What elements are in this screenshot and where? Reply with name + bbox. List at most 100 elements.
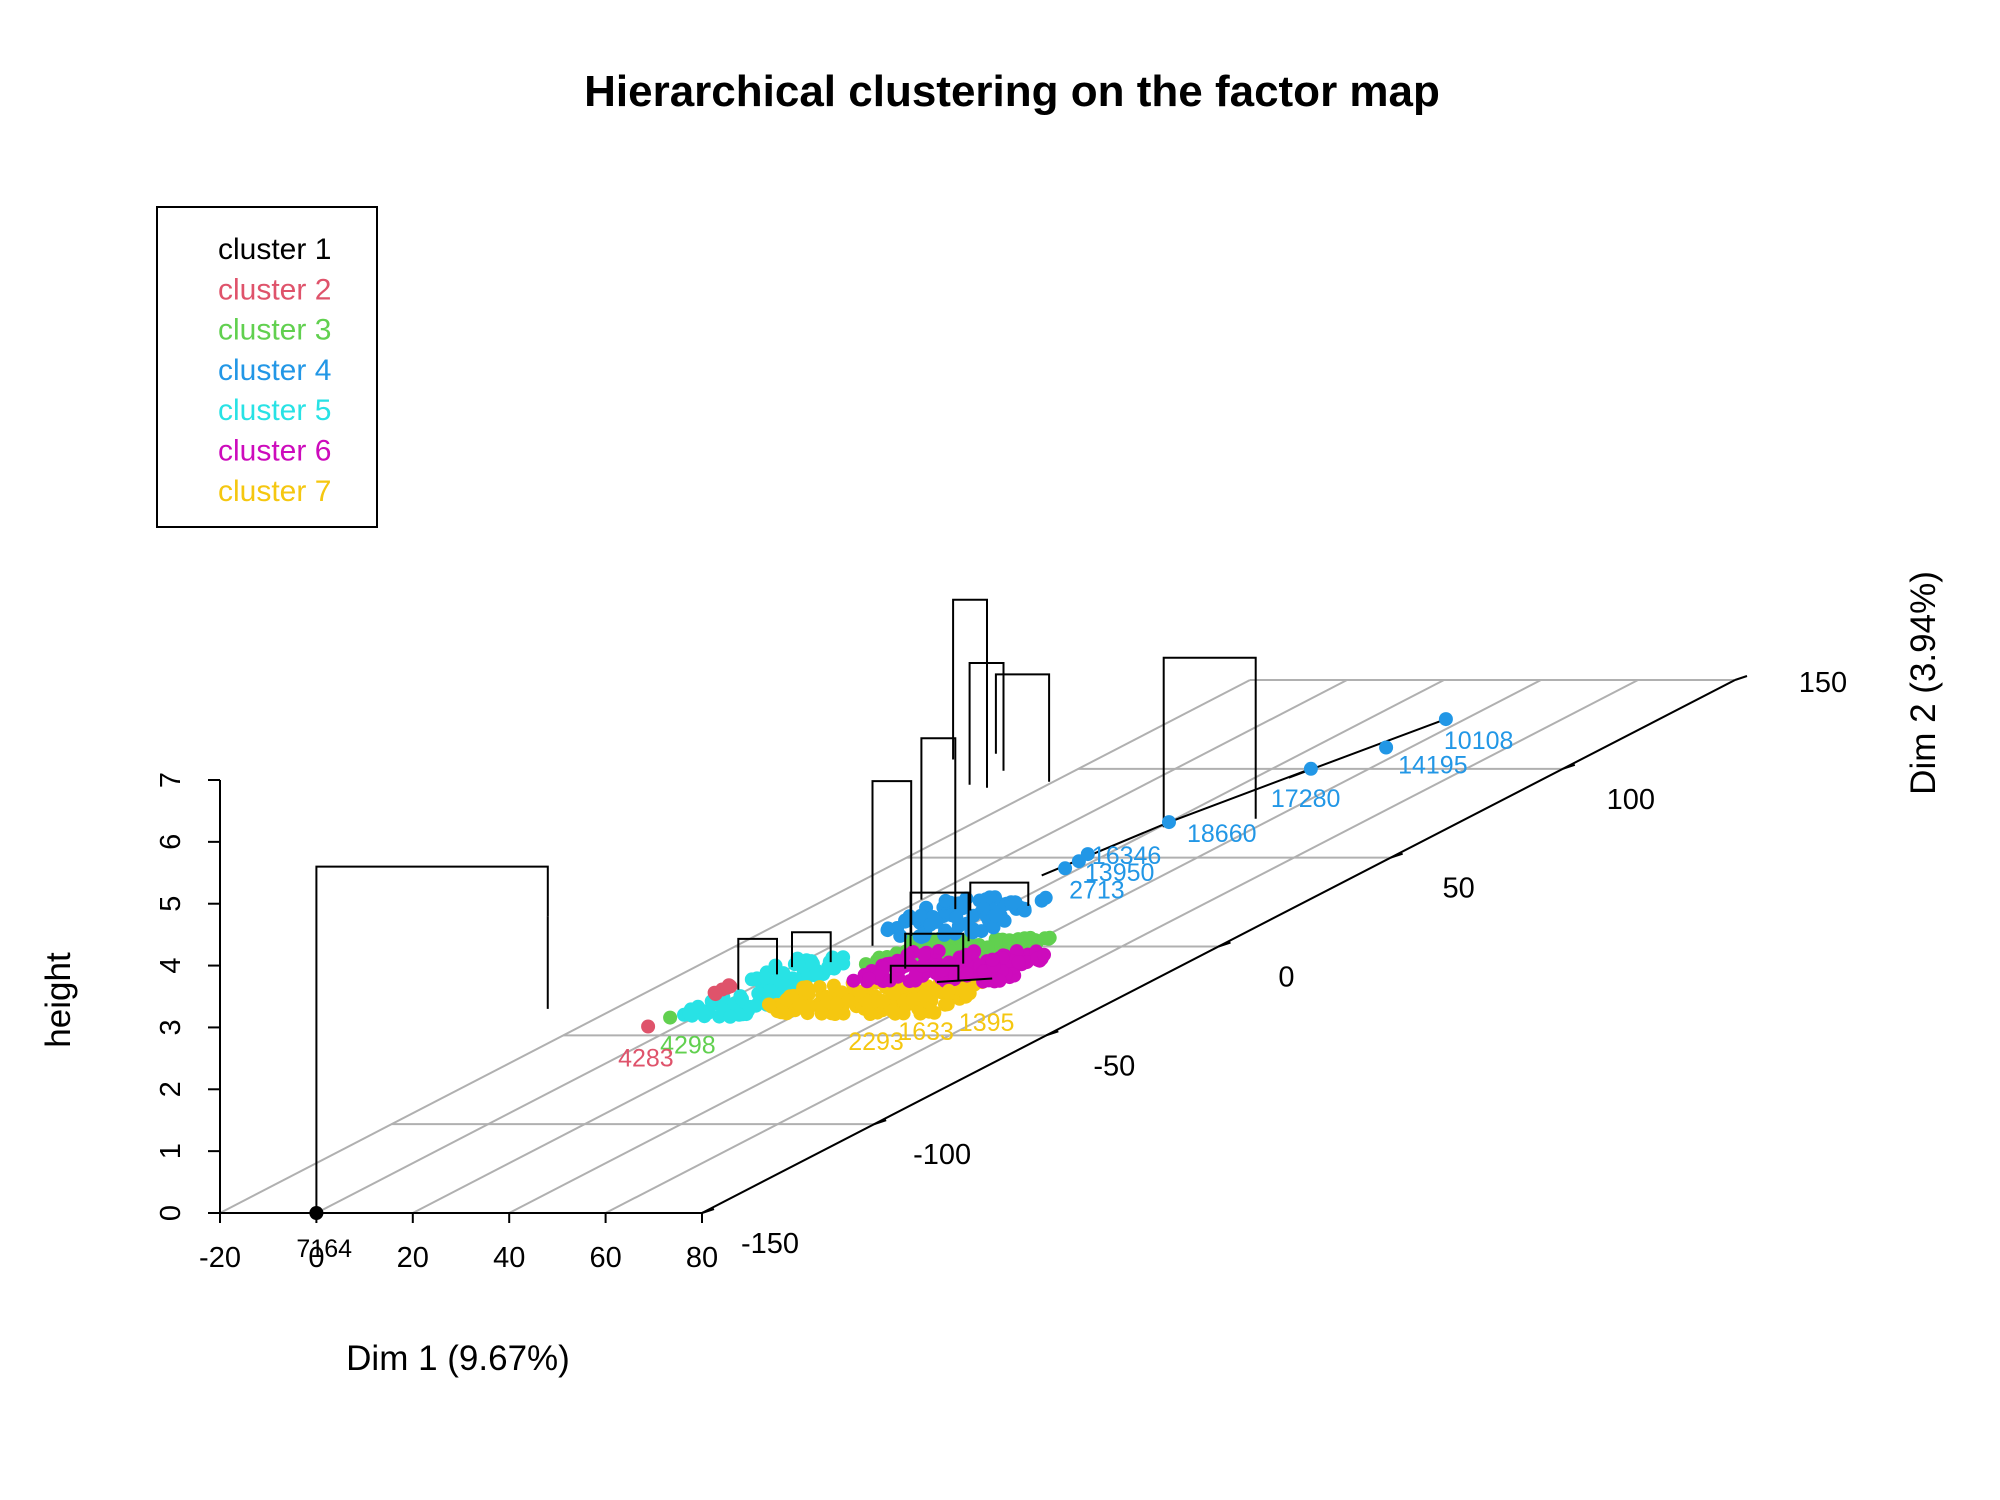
cluster-point bbox=[1008, 895, 1023, 910]
dendrogram-root-link bbox=[315, 865, 549, 1213]
cluster-point bbox=[808, 968, 823, 983]
cluster-point bbox=[880, 923, 895, 938]
point-label: 2293 bbox=[848, 1028, 904, 1056]
cluster-point bbox=[761, 997, 776, 1012]
dendrogram-link bbox=[952, 598, 988, 788]
dendrogram-link bbox=[871, 780, 913, 946]
cluster-point bbox=[814, 1006, 829, 1021]
x-tick-label: 80 bbox=[686, 1242, 718, 1274]
cluster-point bbox=[691, 999, 705, 1014]
dendrogram-link bbox=[936, 977, 993, 984]
cluster-point bbox=[876, 994, 891, 1008]
cluster-point bbox=[988, 908, 1003, 923]
cluster-point bbox=[940, 997, 955, 1012]
cluster-point bbox=[846, 973, 861, 988]
cluster-point bbox=[758, 970, 773, 985]
cluster-point bbox=[1037, 931, 1052, 946]
labelled-point bbox=[941, 983, 956, 998]
cluster-point bbox=[723, 1009, 738, 1024]
y-tick-label: 100 bbox=[1607, 784, 1655, 816]
cluster-point bbox=[949, 897, 964, 912]
z-tick-label: 1 bbox=[155, 1143, 187, 1159]
z-tick-label: 5 bbox=[155, 896, 187, 912]
cluster-points bbox=[677, 890, 1057, 1024]
dendrogram-link bbox=[968, 662, 1005, 785]
y-tick bbox=[1390, 852, 1403, 859]
cluster-point bbox=[959, 966, 974, 981]
dendrogram-link bbox=[904, 932, 965, 969]
point-label: 1395 bbox=[959, 1009, 1015, 1037]
legend-item: cluster 3 bbox=[218, 314, 331, 347]
point-label: 14195 bbox=[1398, 752, 1468, 780]
dendrogram-link bbox=[920, 737, 957, 910]
cluster-point bbox=[896, 1006, 911, 1021]
cluster-point bbox=[929, 914, 944, 929]
point-label: 18660 bbox=[1187, 820, 1257, 848]
point-label: 1633 bbox=[898, 1018, 954, 1046]
cluster-point bbox=[862, 971, 876, 986]
labelled-point bbox=[1303, 761, 1318, 776]
cluster-point bbox=[805, 956, 820, 971]
chart-title: Hierarchical clustering on the factor ma… bbox=[584, 67, 1440, 116]
y-tick bbox=[1734, 675, 1748, 681]
cluster-point bbox=[1002, 933, 1017, 948]
z-axis-title: height bbox=[39, 952, 78, 1048]
cluster-point bbox=[791, 955, 806, 970]
cluster-point bbox=[1017, 903, 1032, 918]
point-label: 13950 bbox=[1085, 859, 1155, 887]
cluster-point bbox=[836, 950, 851, 965]
cluster-point bbox=[721, 978, 736, 993]
labelled-point bbox=[309, 1206, 324, 1220]
y-tick-label: 0 bbox=[1278, 962, 1294, 994]
cluster-point bbox=[942, 944, 957, 959]
x-tick-label: 0 bbox=[308, 1242, 324, 1274]
y-tick-label: -100 bbox=[913, 1139, 971, 1171]
dendrogram-link bbox=[994, 673, 1051, 782]
z-tick-label: 3 bbox=[155, 1019, 187, 1035]
cluster-point bbox=[799, 982, 814, 997]
y-tick bbox=[1046, 1030, 1059, 1037]
point-label: 10108 bbox=[1444, 727, 1514, 755]
grid-line-x bbox=[605, 679, 1639, 1214]
dendrogram-link bbox=[1162, 656, 1257, 828]
cluster-point bbox=[985, 952, 1000, 967]
legend-item: cluster 4 bbox=[218, 354, 331, 387]
point-label: 2713 bbox=[1069, 876, 1125, 904]
dendrogram-link bbox=[909, 891, 970, 947]
cluster-point bbox=[893, 928, 908, 943]
z-tick-label: 7 bbox=[155, 772, 187, 788]
y-tick-label: -50 bbox=[1093, 1050, 1135, 1082]
cluster-point bbox=[916, 947, 931, 962]
x-tick-label: 20 bbox=[397, 1242, 429, 1274]
cluster-point bbox=[986, 920, 1001, 935]
point-label: 4298 bbox=[660, 1032, 716, 1060]
dendrogram-link bbox=[737, 937, 778, 990]
legend-item: cluster 2 bbox=[218, 273, 331, 306]
y-tick-label: 50 bbox=[1443, 873, 1475, 905]
cluster-point bbox=[914, 908, 929, 923]
labelled-point bbox=[663, 1010, 678, 1025]
x-tick-label: -20 bbox=[199, 1242, 241, 1274]
y-tick bbox=[1562, 763, 1576, 770]
z-tick-label: 2 bbox=[155, 1081, 187, 1097]
cluster-point bbox=[812, 980, 827, 995]
cluster-point bbox=[735, 992, 749, 1006]
legend-item: cluster 5 bbox=[218, 394, 331, 427]
cluster-point bbox=[1011, 955, 1026, 970]
x-axis-title: Dim 1 (9.67%) bbox=[346, 1339, 570, 1378]
cluster-point bbox=[916, 989, 931, 1004]
point-label: 4283 bbox=[618, 1045, 674, 1073]
legend-box bbox=[156, 206, 378, 528]
cluster-point bbox=[821, 960, 836, 974]
z-tick-label: 0 bbox=[155, 1205, 187, 1221]
labelled-point bbox=[1058, 861, 1073, 876]
y-tick-label: 150 bbox=[1799, 667, 1847, 699]
labelled-point bbox=[641, 1019, 656, 1034]
legend-item: cluster 1 bbox=[218, 233, 331, 266]
cluster-point bbox=[886, 986, 901, 1001]
y-tick bbox=[1218, 941, 1231, 948]
z-tick-label: 6 bbox=[155, 834, 187, 850]
cluster-point bbox=[949, 910, 964, 925]
cluster-point bbox=[913, 1006, 928, 1021]
point-labels: 7164101081419517280186601634613950271342… bbox=[296, 712, 1513, 1263]
